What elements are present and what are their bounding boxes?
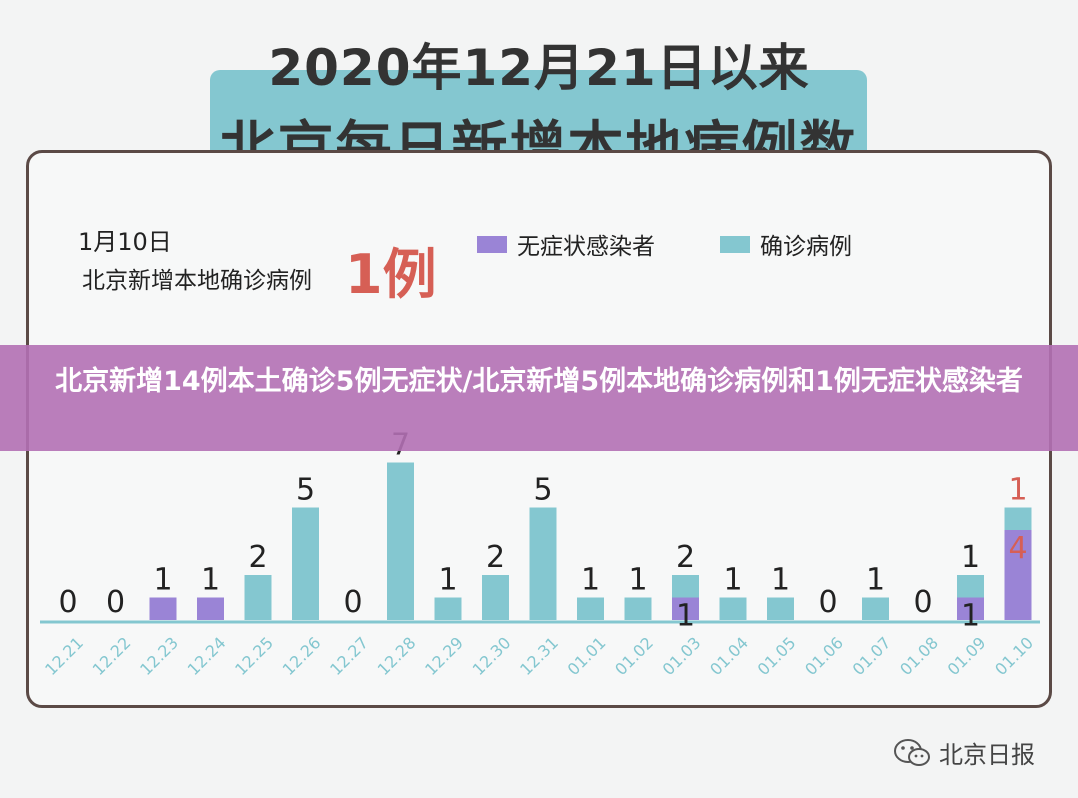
legend-swatch-confirmed: [720, 235, 750, 253]
x-tick-label-01.08: 01.08: [896, 633, 942, 679]
bar-asymptomatic-01.10: [1004, 530, 1032, 620]
data-label-01.10-1: 4: [1008, 531, 1027, 566]
data-label-01.09-1: 1: [961, 599, 980, 634]
bar-confirmed-01.05: [767, 597, 794, 620]
legend-label-asymptomatic: 无症状感染者: [517, 234, 655, 260]
bar-asymptomatic-12.24: [197, 597, 224, 620]
data-label-01.01: 1: [581, 563, 600, 598]
data-label-12.23: 1: [153, 563, 172, 598]
bar-confirmed-12.25: [244, 575, 272, 620]
data-label-12.27: 0: [343, 585, 362, 620]
data-label-01.06: 0: [818, 585, 837, 620]
brand-logo: 北京日报: [893, 735, 1035, 770]
data-label-12.25: 2: [248, 540, 267, 575]
data-label-01.02: 1: [628, 563, 647, 598]
x-tick-label-12.25: 12.25: [231, 633, 277, 679]
bar-confirmed-12.30: [482, 575, 509, 620]
brand-logo-text: 北京日报: [939, 741, 1035, 769]
data-label-12.30: 2: [486, 540, 505, 575]
bar-asymptomatic-12.23: [149, 597, 177, 620]
data-label-01.07: 1: [866, 563, 885, 598]
x-tick-label-12.26: 12.26: [279, 633, 325, 679]
data-label-12.26: 5: [296, 473, 315, 508]
bar-confirmed-01.07: [862, 597, 889, 620]
data-label-01.04: 1: [723, 563, 742, 598]
wechat-icon: [894, 738, 930, 766]
summary-date: 1月10日: [78, 228, 172, 256]
x-tick-label-01.04: 01.04: [706, 633, 752, 679]
legend-label-confirmed: 确诊病例: [760, 234, 852, 260]
bar-confirmed-01.04: [719, 597, 747, 620]
data-label-01.03-1: 1: [676, 599, 695, 634]
x-tick-label-01.02: 01.02: [611, 633, 657, 679]
x-tick-label-12.29: 12.29: [421, 633, 467, 679]
data-label-12.31: 5: [533, 473, 552, 508]
x-tick-label-01.01: 01.01: [564, 633, 610, 679]
data-label-12.29: 1: [438, 563, 457, 598]
x-tick-label-12.24: 12.24: [184, 633, 230, 679]
summary-value: 1例: [345, 243, 437, 306]
data-label-01.03: 2: [676, 540, 695, 575]
x-tick-label-12.21: 12.21: [41, 633, 87, 679]
data-label-01.10: 1: [1008, 473, 1027, 508]
bar-asymptomatic-01.09: [957, 597, 984, 620]
bar-confirmed-01.10: [1004, 507, 1032, 530]
data-label-01.05: 1: [771, 563, 790, 598]
legend-item-confirmed: 确诊病例: [720, 227, 852, 261]
bar-confirmed-01.03: [672, 575, 699, 598]
data-label-12.24: 1: [201, 563, 220, 598]
data-label-01.08: 0: [913, 585, 932, 620]
bar-asymptomatic-01.03: [672, 597, 699, 620]
x-tick-label-01.03: 01.03: [659, 633, 705, 679]
bar-confirmed-01.09: [957, 575, 984, 598]
x-tick-label-12.23: 12.23: [136, 633, 182, 679]
x-tick-label-01.07: 01.07: [849, 633, 895, 679]
x-tick-label-12.31: 12.31: [516, 633, 562, 679]
x-tick-label-01.06: 01.06: [801, 633, 847, 679]
data-label-01.09: 1: [961, 540, 980, 575]
legend-swatch-asymptomatic: [477, 235, 507, 253]
x-tick-label-12.28: 12.28: [374, 633, 420, 679]
x-tick-label-01.05: 01.05: [754, 633, 800, 679]
news-headline-banner: 北京新增14例本土确诊5例无症状/北京新增5例本地确诊病例和1例无症状感染者: [0, 345, 1078, 451]
bar-confirmed-01.02: [624, 597, 652, 620]
bar-confirmed-12.26: [292, 507, 319, 620]
data-label-12.21: 0: [58, 585, 77, 620]
summary-label: 北京新增本地确诊病例: [82, 268, 312, 294]
bar-confirmed-12.29: [434, 597, 462, 620]
x-tick-label-12.30: 12.30: [469, 633, 515, 679]
bar-confirmed-12.28: [387, 462, 414, 620]
x-tick-label-12.27: 12.27: [326, 633, 372, 679]
bar-confirmed-01.01: [577, 597, 604, 620]
chart-title-date: 2020年12月21日以来: [268, 39, 810, 97]
x-tick-label-01.09: 01.09: [944, 633, 990, 679]
data-label-12.22: 0: [106, 585, 125, 620]
x-tick-label-12.22: 12.22: [89, 633, 135, 679]
x-tick-label-01.10: 01.10: [991, 633, 1037, 679]
bar-confirmed-12.31: [529, 507, 557, 620]
legend-item-asymptomatic: 无症状感染者: [477, 227, 655, 261]
